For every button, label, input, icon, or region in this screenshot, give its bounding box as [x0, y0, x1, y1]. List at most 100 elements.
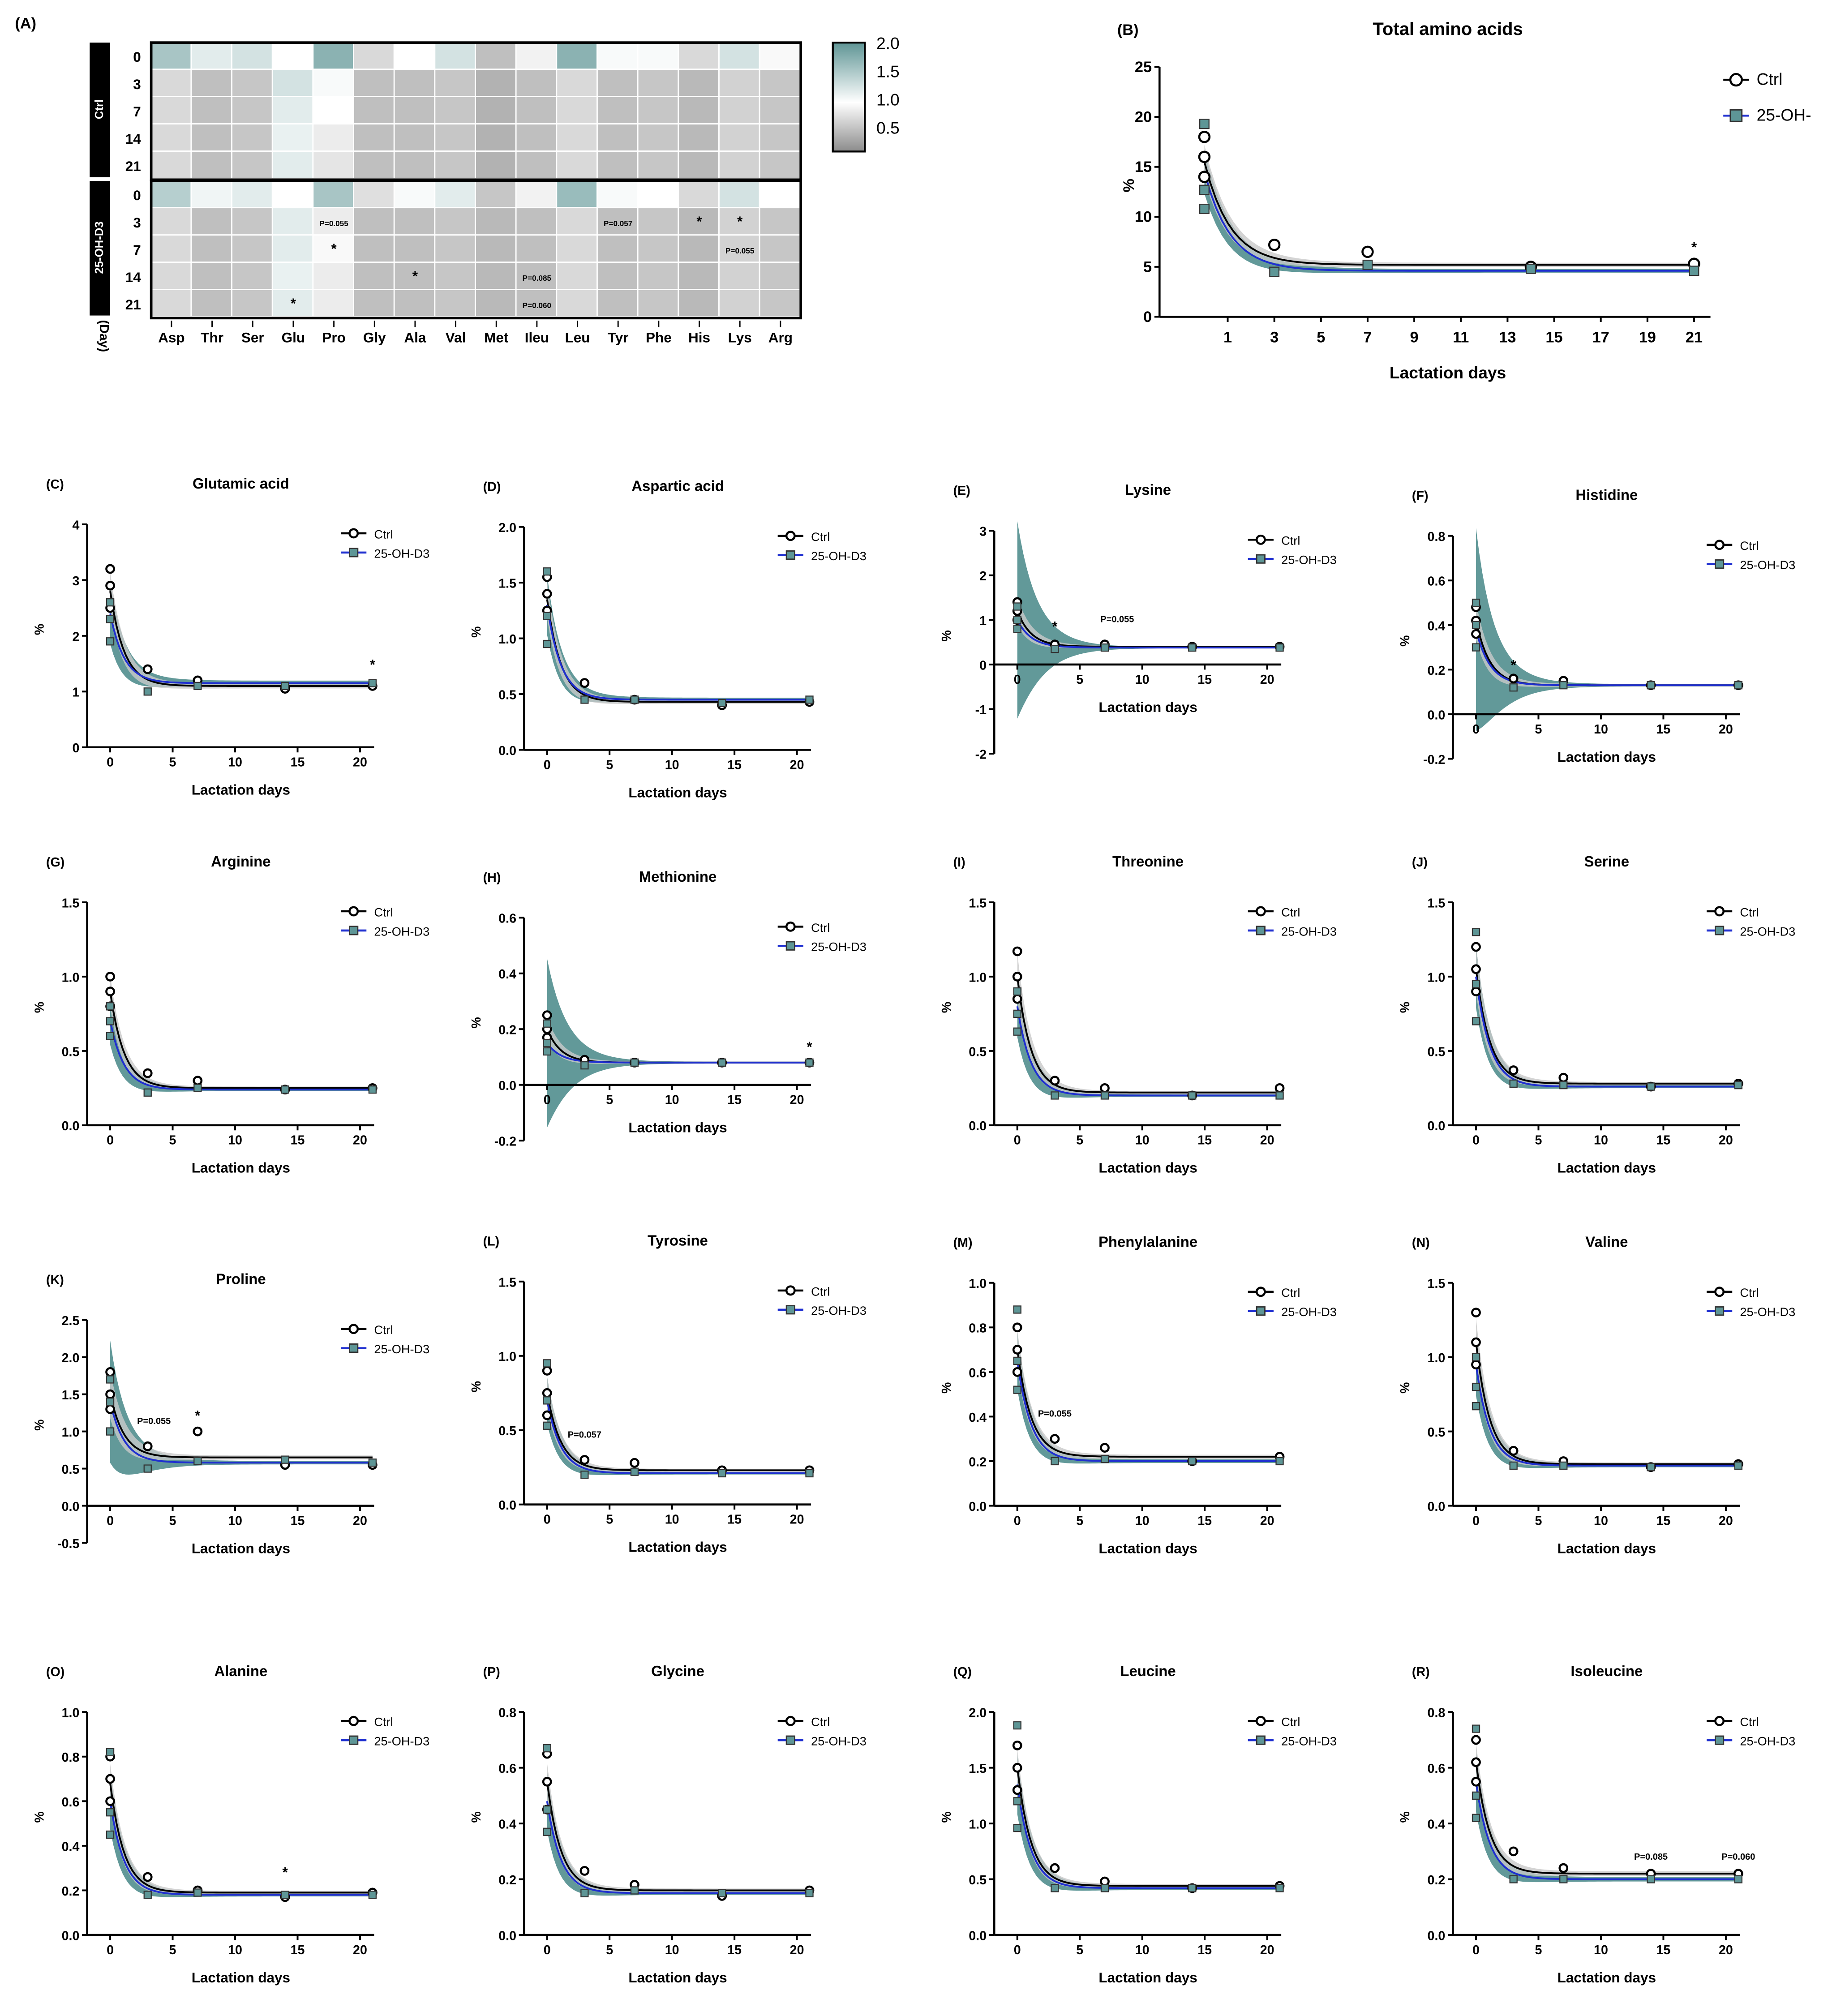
confidence-band	[1476, 1333, 1738, 1468]
fit-curve	[1475, 976, 1738, 1088]
trt-data-point	[1275, 643, 1284, 652]
ctrl-data-point	[579, 1455, 590, 1465]
trt-data-point	[718, 1469, 726, 1478]
x-tick-label: 20	[1719, 1514, 1733, 1528]
confidence-band	[1476, 945, 1738, 1086]
legend-label-ctrl: Ctrl	[1740, 1286, 1759, 1300]
trt-data-point	[1734, 1461, 1742, 1470]
heatmap-cell	[476, 262, 515, 289]
y-tick-label: 2.0	[498, 521, 516, 535]
ctrl-data-point	[542, 1410, 552, 1420]
heatmap-cell	[679, 70, 719, 96]
panel-serine: (J) Serine 0.0 0.5 1.0 1.5 0 5 10 15 20 Lactation d…	[1398, 853, 1795, 1176]
x-tick-label: 1	[1223, 329, 1232, 346]
x-axis-label: Lactation days	[1558, 749, 1656, 765]
y-axis-label: %	[32, 1420, 47, 1431]
heatmap-cell	[679, 181, 719, 207]
column-label: Phe	[646, 330, 672, 346]
fit-curve	[1203, 172, 1694, 272]
y-tick-label: 1.0	[62, 1425, 80, 1440]
x-tick-label: 10	[665, 1943, 679, 1957]
panel-letter: (O)	[46, 1665, 64, 1679]
y-tick-label: 0.0	[1428, 1500, 1446, 1514]
significance-label: P=0.085	[523, 274, 552, 283]
significance-label: P=0.060	[523, 301, 551, 310]
x-tick-label: 0	[1014, 1943, 1021, 1957]
row-label: 21	[125, 297, 141, 313]
trt-data-point	[805, 1469, 814, 1478]
x-tick-label: 5	[169, 1943, 176, 1957]
x-tick-label: 15	[1545, 329, 1562, 346]
y-tick-label: 0.8	[969, 1321, 987, 1336]
y-axis-label: %	[469, 1381, 484, 1392]
trt-data-point	[543, 1805, 551, 1814]
x-axis-label: Lactation days	[1558, 1160, 1656, 1176]
ctrl-data-point	[1012, 1740, 1022, 1750]
panel-isoleucine: (R) Isoleucine 0.0 0.2 0.4 0.6 0.8 0 5 10 15 20 Lact…	[1398, 1663, 1795, 1986]
heatmap-cell	[557, 208, 597, 235]
trt-data-point	[1013, 1027, 1021, 1036]
heatmap-cell	[719, 181, 759, 207]
x-tick-label: 15	[1656, 1514, 1671, 1528]
heatmap-cell	[313, 124, 353, 151]
y-tick-label: 0.0	[969, 1929, 987, 1943]
legend-trt-marker	[1256, 554, 1266, 564]
heatmap-cell	[557, 181, 597, 207]
trt-data-point	[106, 1427, 115, 1436]
confidence-band	[110, 1772, 373, 1897]
legend-label-ctrl: Ctrl	[811, 921, 830, 935]
y-tick-label: 1.0	[62, 970, 80, 985]
y-tick-label: 0.6	[62, 1795, 80, 1810]
legend-trt-marker	[349, 548, 359, 558]
heatmap-cell	[354, 43, 394, 69]
trt-data-point	[1559, 681, 1568, 690]
trt-data-point	[281, 682, 289, 691]
x-tick-label: 0	[1472, 722, 1480, 737]
panel-threonine: (I) Threonine 0.0 0.5 1.0 1.5 0 5 10 15 20 Lactatio…	[940, 853, 1337, 1176]
legend-label-ctrl: Ctrl	[374, 1323, 393, 1337]
x-tick-label: 0	[107, 1514, 114, 1528]
heatmap-cell	[395, 70, 434, 96]
trt-data-point	[1051, 1091, 1059, 1100]
x-axis-label: Lactation days	[1098, 1160, 1197, 1176]
legend-ctrl-marker	[785, 1285, 796, 1296]
x-tick-label: 5	[606, 758, 613, 772]
significance-label: *	[195, 1408, 201, 1424]
chart-title: Leucine	[1120, 1663, 1176, 1679]
heatmap-cell	[313, 208, 353, 235]
x-tick-label: 19	[1639, 329, 1656, 346]
y-axis-label: %	[940, 1002, 954, 1013]
heatmap-cell	[151, 124, 191, 151]
x-tick-label: 5	[1076, 1133, 1083, 1148]
panel-methionine: (H) Methionine -0.2 0.0 0.2 0.4 0.6 0 5 10 15 20 Lac…	[469, 868, 867, 1149]
trt-data-point	[1509, 1461, 1518, 1470]
legend-trt-marker	[349, 1343, 359, 1353]
x-tick-label: 5	[1076, 1943, 1083, 1957]
panel-letter: (B)	[1117, 21, 1139, 39]
confidence-band	[1476, 1751, 1738, 1883]
legend-ctrl-marker	[348, 906, 359, 917]
panel-letter: (R)	[1412, 1665, 1430, 1679]
column-label: Thr	[201, 330, 223, 346]
heatmap-cell	[719, 43, 759, 69]
column-label: Asp	[158, 330, 184, 346]
x-tick-label: 5	[1076, 673, 1083, 687]
ctrl-data-point	[1471, 1757, 1481, 1767]
chart-title: Arginine	[211, 853, 270, 870]
x-tick-label: 15	[1656, 1943, 1671, 1957]
x-axis-label: Lactation days	[1098, 1540, 1197, 1556]
heatmap-cell	[192, 208, 232, 235]
x-tick-label: 20	[790, 1513, 804, 1527]
axis-label: (Day)	[97, 320, 111, 352]
x-tick-label: 20	[1719, 1133, 1733, 1148]
ctrl-data-point	[542, 1010, 552, 1020]
significance-label: *	[331, 241, 337, 257]
legend-ctrl-marker	[1255, 1287, 1266, 1297]
heatmap-cell	[638, 262, 678, 289]
legend-ctrl-marker	[1255, 534, 1266, 545]
trt-data-point	[1199, 184, 1210, 195]
legend-trt-marker	[349, 926, 359, 935]
trt-data-point	[143, 687, 152, 696]
column-label: Val	[446, 330, 466, 346]
legend-label-ctrl: Ctrl	[1740, 905, 1759, 919]
